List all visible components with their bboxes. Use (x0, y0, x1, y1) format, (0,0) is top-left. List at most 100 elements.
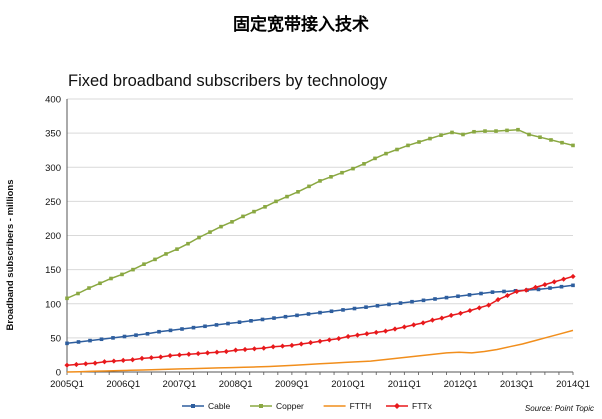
data-point (439, 315, 445, 321)
data-point (214, 323, 219, 327)
data-point (148, 355, 154, 361)
series-layer (64, 127, 576, 373)
data-point (504, 292, 511, 299)
data-point (249, 319, 253, 323)
data-point (502, 289, 506, 294)
data-point (242, 346, 248, 353)
data-point (122, 334, 127, 339)
legend-item-ftth: FTTH (323, 401, 371, 411)
data-point (168, 328, 173, 333)
data-point (536, 287, 541, 292)
data-point (204, 350, 211, 356)
data-point (111, 358, 117, 364)
data-point (308, 340, 314, 346)
series-line (66, 128, 574, 299)
data-point (329, 309, 334, 314)
data-point (406, 143, 410, 148)
data-point (88, 338, 92, 343)
legend-marker (259, 404, 263, 408)
data-point (64, 362, 70, 368)
data-point (472, 129, 476, 134)
data-point (538, 135, 542, 140)
data-point (444, 295, 449, 300)
x-tick-label: 2008Q1 (219, 379, 253, 390)
x-tick-label: 2011Q1 (388, 379, 421, 390)
data-point (527, 132, 531, 137)
series-fttx (64, 273, 576, 368)
x-tick-label: 2009Q1 (275, 379, 309, 390)
data-point (164, 252, 168, 256)
data-point (486, 302, 492, 308)
data-point (195, 350, 201, 357)
data-point (352, 306, 357, 311)
legend: Cable Copper FTTH FTTx (182, 401, 433, 411)
data-point (340, 170, 344, 175)
data-point (387, 302, 391, 307)
data-point (260, 317, 265, 322)
x-tick-label: 2007Q1 (163, 379, 197, 390)
data-point (251, 346, 258, 352)
data-point (230, 220, 234, 224)
data-point (263, 205, 267, 209)
page-heading: 固定宽带接入技术 (233, 15, 369, 35)
data-point (384, 151, 388, 156)
data-point (158, 354, 164, 360)
data-point (364, 305, 368, 309)
y-axis-label: Broadband subscribers - millions (5, 180, 16, 331)
data-point (373, 329, 379, 336)
data-point (208, 230, 212, 234)
y-tick-label: 400 (45, 95, 61, 106)
chart-title: Fixed broadband subscribers by technolog… (68, 72, 388, 90)
data-point (382, 328, 389, 334)
data-point (295, 313, 299, 318)
series-copper (65, 127, 575, 301)
data-point (398, 301, 403, 305)
data-point (560, 140, 564, 145)
data-point (456, 294, 460, 299)
data-point (479, 291, 483, 296)
x-tick-label: 2014Q1 (556, 379, 590, 390)
legend-label: Cable (208, 401, 230, 411)
x-tick-label: 2012Q1 (444, 379, 478, 390)
data-point (341, 308, 345, 312)
data-point (186, 241, 190, 246)
data-point (516, 127, 520, 132)
data-point (542, 282, 548, 288)
data-point (65, 296, 69, 301)
data-point (559, 284, 564, 289)
data-point (401, 324, 407, 330)
data-point (318, 310, 322, 315)
data-point (395, 147, 399, 152)
data-point (241, 214, 245, 219)
data-point (364, 331, 370, 337)
data-point (167, 353, 173, 359)
data-point (417, 140, 421, 144)
x-tick-label: 2010Q1 (331, 379, 365, 390)
data-point (420, 320, 426, 326)
data-point (83, 361, 89, 367)
data-point (306, 312, 311, 316)
data-point (98, 281, 102, 286)
source-note: Source: Point Topic (525, 404, 594, 413)
series-line (66, 329, 574, 373)
data-point (428, 136, 432, 141)
data-point (514, 288, 520, 295)
data-point (548, 286, 552, 290)
data-point (461, 132, 465, 137)
data-point (153, 257, 157, 262)
data-point (421, 298, 426, 303)
data-point (197, 235, 201, 240)
data-point (272, 316, 276, 320)
data-point (351, 166, 355, 171)
y-tick-label: 150 (45, 265, 61, 276)
x-tick-label: 2013Q1 (500, 379, 534, 390)
x-tick-labels: 2005Q1 2006Q1 2007Q1 2008Q1 2009Q1 2010Q1 2011… (50, 379, 590, 390)
data-point (120, 272, 124, 277)
grid-lines (67, 98, 573, 339)
data-point (571, 283, 575, 288)
data-point (467, 293, 472, 297)
data-point (219, 224, 223, 229)
y-tick-label: 50 (50, 333, 61, 344)
data-point (549, 138, 553, 142)
